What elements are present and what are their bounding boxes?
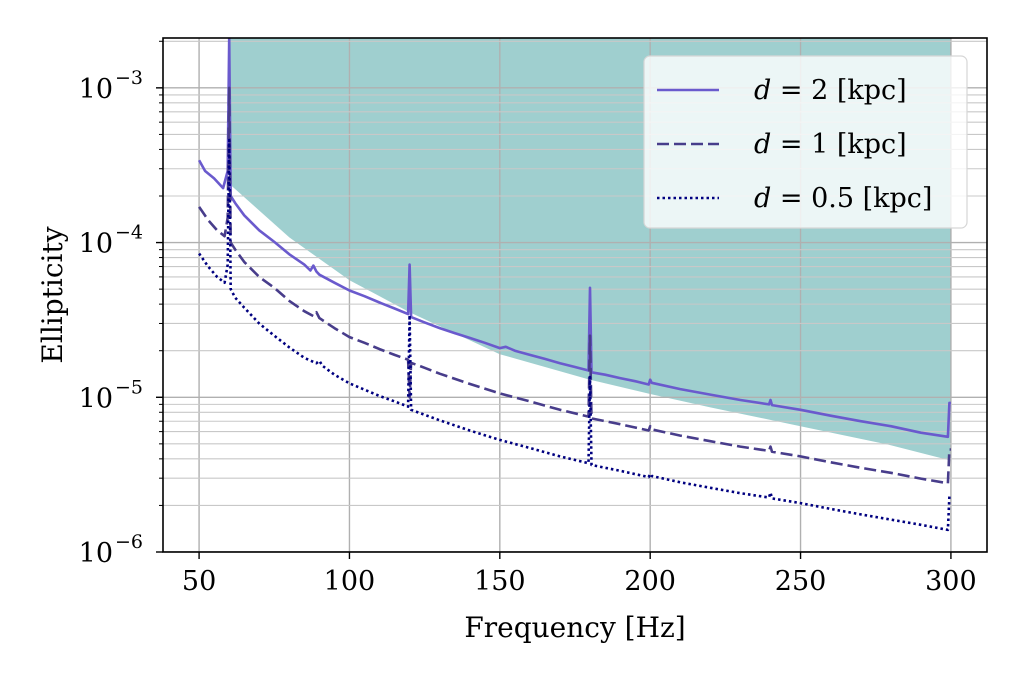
series-line-1	[198, 86, 951, 485]
plot-frame	[162, 37, 988, 553]
x-axis-title: Frequency [Hz]	[464, 611, 685, 644]
legend-label: d = 1 [kpc]	[754, 129, 907, 160]
x-tick-label: 200	[624, 566, 676, 597]
y-tick-exponent: −3	[115, 67, 143, 89]
legend-label: d = 0.5 [kpc]	[754, 183, 932, 214]
y-tick-exponent: −6	[115, 531, 143, 553]
y-axis-title: Ellipticity	[36, 226, 69, 363]
series-line-0	[197, 38, 951, 439]
legend-box	[643, 55, 968, 229]
y-tick-label: 10	[79, 229, 113, 260]
x-tick-label: 50	[182, 566, 216, 597]
y-tick-label: 10	[79, 383, 113, 414]
y-tick-label: 10	[79, 538, 113, 569]
y-tick-exponent: −5	[115, 376, 143, 398]
legend: d = 2 [kpc] d = 1 [kpc] d = 0.5 [kpc]	[643, 55, 968, 229]
x-tick-label: 250	[775, 566, 827, 597]
x-tick-label: 150	[474, 566, 526, 597]
legend-label: d = 2 [kpc]	[754, 75, 907, 106]
x-tick-label: 100	[324, 566, 376, 597]
x-tick-label: 300	[925, 566, 977, 597]
y-tick-label: 10	[79, 74, 113, 105]
y-tick-exponent: −4	[115, 222, 143, 244]
